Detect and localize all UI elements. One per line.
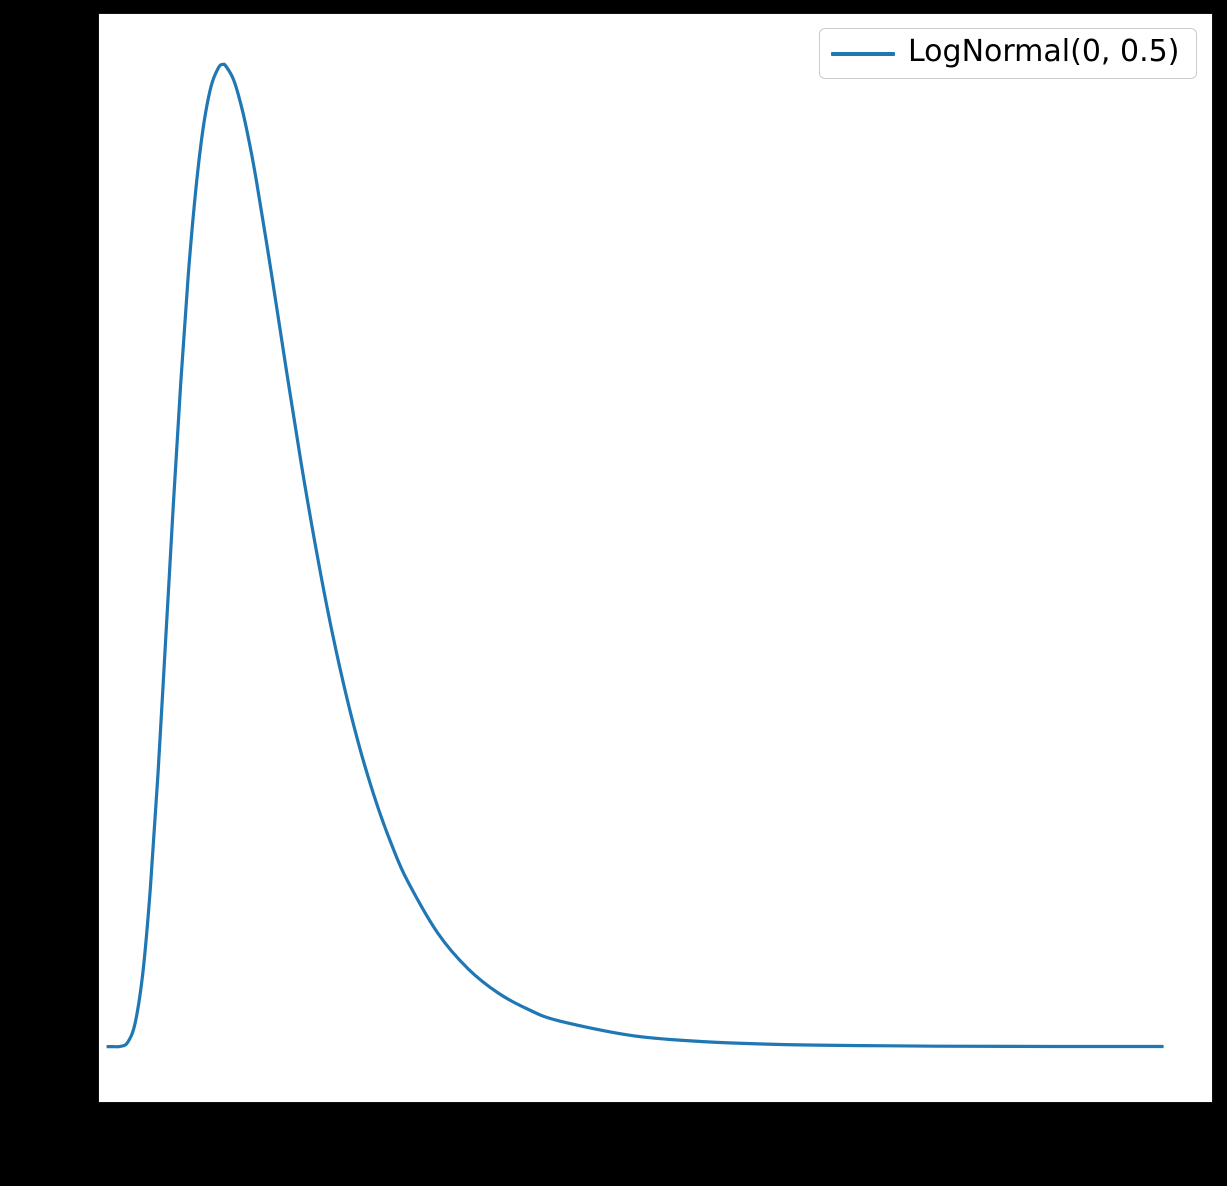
plot-area: LogNormal(0, 0.5) [98,13,1213,1103]
legend-line-sample [831,51,895,56]
legend-label: LogNormal(0, 0.5) [908,34,1180,69]
curve-svg [106,62,1164,1049]
legend: LogNormal(0, 0.5) [819,28,1197,79]
lognormal-curve [106,62,1164,1049]
